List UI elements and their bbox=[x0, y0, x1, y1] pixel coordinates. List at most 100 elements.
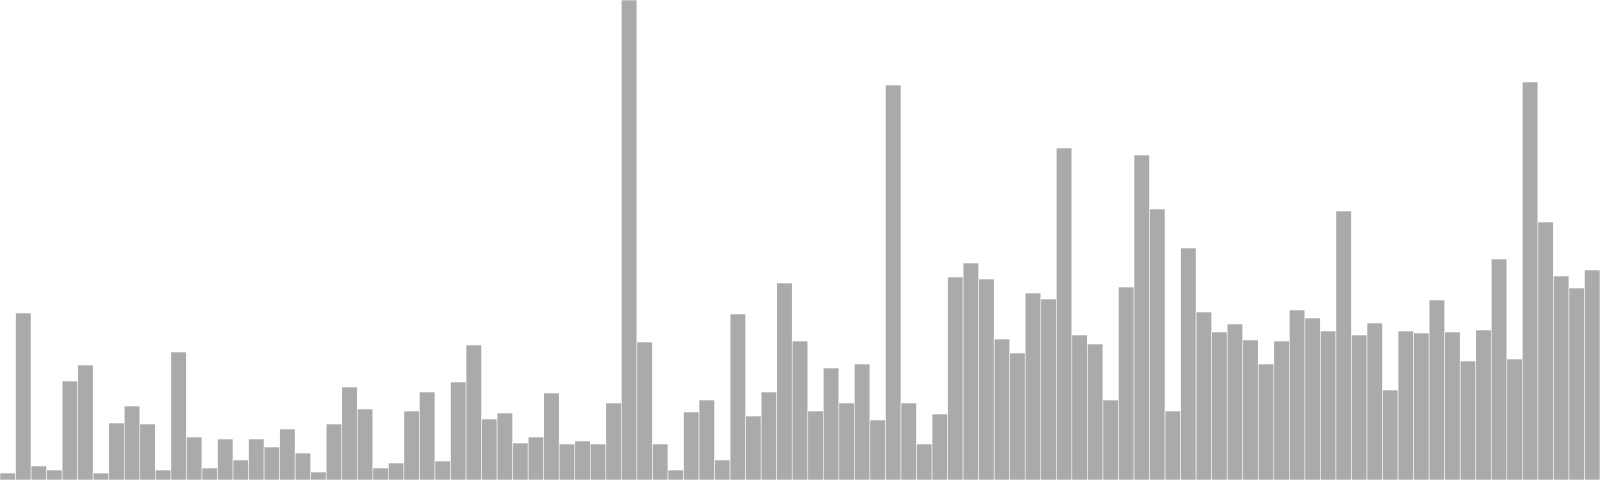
bar-8 bbox=[108, 422, 125, 480]
bar-41 bbox=[621, 0, 638, 480]
bar-46 bbox=[698, 399, 715, 480]
bar-101 bbox=[1553, 275, 1570, 480]
bar-82 bbox=[1257, 363, 1275, 480]
bar-95 bbox=[1459, 360, 1477, 480]
bar-12 bbox=[170, 351, 187, 480]
bar-30 bbox=[450, 381, 467, 480]
bar-77 bbox=[1180, 247, 1197, 480]
bar-97 bbox=[1490, 258, 1508, 480]
bar-11 bbox=[155, 469, 172, 480]
bar-52 bbox=[791, 340, 809, 480]
bar-15 bbox=[217, 438, 234, 480]
bar-21 bbox=[310, 471, 327, 480]
bar-94 bbox=[1444, 331, 1461, 480]
bar-55 bbox=[838, 402, 855, 480]
bar-35 bbox=[527, 436, 544, 480]
bar-28 bbox=[419, 391, 436, 480]
bar-18 bbox=[263, 446, 280, 480]
bar-80 bbox=[1226, 323, 1244, 480]
bar-72 bbox=[1102, 399, 1119, 480]
bar-54 bbox=[822, 367, 840, 480]
bar-64 bbox=[978, 278, 995, 480]
bar-61 bbox=[931, 413, 948, 480]
bar-91 bbox=[1397, 330, 1414, 480]
bar-56 bbox=[854, 363, 871, 480]
bar-3 bbox=[30, 465, 47, 480]
bar-5 bbox=[61, 380, 78, 480]
bar-25 bbox=[372, 467, 389, 480]
bar-6 bbox=[77, 364, 94, 480]
bar-67 bbox=[1024, 292, 1042, 480]
bar-84 bbox=[1289, 309, 1306, 480]
bar-103 bbox=[1584, 269, 1600, 480]
bar-44 bbox=[667, 469, 684, 480]
bar-39 bbox=[589, 443, 607, 480]
bar-40 bbox=[605, 402, 622, 480]
bar-76 bbox=[1164, 410, 1181, 480]
bar-1 bbox=[0, 472, 16, 480]
bar-14 bbox=[201, 467, 218, 480]
bar-2 bbox=[15, 312, 32, 480]
bar-79 bbox=[1211, 331, 1228, 480]
bar-73 bbox=[1118, 286, 1135, 480]
bar-45 bbox=[683, 411, 700, 480]
bar-85 bbox=[1304, 317, 1321, 480]
bar-78 bbox=[1195, 311, 1212, 480]
bar-38 bbox=[574, 440, 591, 480]
bar-36 bbox=[543, 392, 560, 480]
bar-88 bbox=[1351, 334, 1368, 480]
bar-24 bbox=[356, 408, 374, 480]
bar-34 bbox=[512, 442, 529, 480]
bar-59 bbox=[900, 402, 917, 480]
bar-51 bbox=[776, 282, 793, 480]
bar-47 bbox=[714, 459, 731, 480]
bar-81 bbox=[1242, 339, 1259, 480]
bar-49 bbox=[745, 415, 762, 480]
bar-50 bbox=[760, 391, 777, 480]
bar-4 bbox=[46, 469, 63, 480]
bar-32 bbox=[481, 418, 498, 480]
bar-99 bbox=[1522, 81, 1539, 480]
bar-62 bbox=[947, 276, 964, 480]
bar-98 bbox=[1506, 358, 1523, 480]
bar-31 bbox=[465, 344, 482, 480]
bar-43 bbox=[652, 443, 669, 480]
bar-16 bbox=[232, 459, 249, 480]
bar-23 bbox=[341, 386, 358, 480]
bar-10 bbox=[139, 423, 156, 480]
bar-74 bbox=[1133, 154, 1150, 480]
bar-100 bbox=[1537, 221, 1554, 480]
bar-83 bbox=[1273, 340, 1290, 480]
bar-33 bbox=[496, 412, 513, 480]
bar-13 bbox=[186, 436, 203, 480]
bar-42 bbox=[636, 341, 653, 480]
bar-37 bbox=[558, 443, 576, 480]
bar-57 bbox=[869, 419, 886, 480]
bar-9 bbox=[123, 405, 141, 480]
bar-69 bbox=[1056, 147, 1073, 480]
bar-71 bbox=[1087, 343, 1104, 480]
bar-96 bbox=[1475, 329, 1492, 480]
bar-27 bbox=[403, 410, 420, 480]
bar-68 bbox=[1040, 298, 1057, 480]
bar-86 bbox=[1320, 330, 1337, 480]
bar-66 bbox=[1009, 352, 1026, 480]
bar-58 bbox=[885, 84, 902, 480]
bar-60 bbox=[916, 443, 933, 480]
bar-89 bbox=[1366, 322, 1383, 480]
bar-20 bbox=[294, 452, 311, 480]
bar-102 bbox=[1568, 287, 1585, 480]
bar-90 bbox=[1382, 389, 1399, 480]
bar-63 bbox=[962, 262, 979, 480]
bar-19 bbox=[279, 428, 296, 480]
bar-53 bbox=[807, 410, 824, 480]
bar-26 bbox=[388, 462, 405, 480]
bar-29 bbox=[434, 460, 451, 480]
bar-17 bbox=[248, 438, 265, 480]
bar-75 bbox=[1149, 208, 1166, 480]
bar-92 bbox=[1413, 332, 1430, 480]
bar-70 bbox=[1071, 334, 1088, 480]
